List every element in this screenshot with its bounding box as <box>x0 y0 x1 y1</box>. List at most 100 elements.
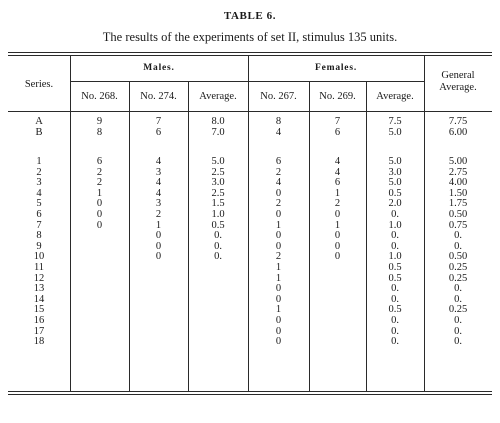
table-cell: 4 <box>275 177 282 189</box>
table-cell: 5.0 <box>388 126 402 138</box>
table-cell: 4 <box>155 187 162 199</box>
f267-column: 6 2 4 0 2 0 1 0 0 2 1 1 0 0 1 0 0 0 <box>248 156 309 348</box>
table-cell: 1.75 <box>448 198 468 210</box>
table-cell: 0 <box>155 230 162 242</box>
table-cell: 2.0 <box>388 198 402 210</box>
table-cell: 0 <box>275 240 282 252</box>
table-cell: 6.00 <box>448 126 468 138</box>
table-cell: 0.75 <box>448 219 468 231</box>
general-average-header-line-2: Average. <box>439 82 477 93</box>
table-cell: 0.5 <box>388 261 402 273</box>
table-cell: 0 <box>155 251 162 263</box>
table-cell: 5.0 <box>211 156 225 167</box>
f269-column: 4 4 6 1 2 0 1 0 0 0 <box>309 156 366 263</box>
table-cell: 1 <box>96 187 103 199</box>
table-cell: 1 <box>275 304 282 316</box>
table-cell: 1.0 <box>388 219 402 231</box>
letter-m274-column: 7 6 <box>129 116 188 138</box>
bottom-rule-2 <box>8 394 492 395</box>
vline-series <box>70 55 71 391</box>
table-cell: 2 <box>275 166 282 178</box>
table-cell: 3 <box>155 166 162 178</box>
table-cell: 0.5 <box>211 219 225 231</box>
table-cell: 1 <box>275 261 282 273</box>
table-cell: 5.0 <box>388 156 402 167</box>
table-cell: 1.5 <box>211 198 225 210</box>
table-cell: 2 <box>275 251 282 263</box>
letter-f267-column: 8 4 <box>248 116 309 138</box>
table-cell: 6 <box>36 208 42 220</box>
table-cell: 15 <box>33 304 45 316</box>
table-cell: 2 <box>155 208 162 220</box>
table-cell: 0. <box>454 336 462 348</box>
table-cell: 8 <box>36 230 42 242</box>
table-cell: 4 <box>155 156 162 167</box>
table-title: TABLE 6. <box>223 10 277 22</box>
table-cell: 1 <box>275 219 282 231</box>
series-header: Series. <box>24 79 54 90</box>
col-header-m274: No. 274. <box>140 91 177 102</box>
top-rule-2 <box>8 55 492 56</box>
f-avg-column: 5.0 3.0 5.0 0.5 2.0 0. 1.0 0. 0. 1.0 0.5… <box>366 156 424 348</box>
table-cell: 0.5 <box>388 304 402 316</box>
table-cell: 0 <box>275 336 282 348</box>
table-cell: 0 <box>334 240 341 252</box>
col-header-f-avg: Average. <box>376 91 414 102</box>
table-cell: 6 <box>334 177 341 189</box>
table-cell: 0 <box>275 325 282 337</box>
vline-f269 <box>366 81 367 391</box>
table-cell: 5.00 <box>448 156 468 167</box>
table-cell: 0.5 <box>388 187 402 199</box>
table-cell: 0. <box>391 240 399 252</box>
table-cell: 2.5 <box>211 187 225 199</box>
table-cell: 0. <box>391 314 399 326</box>
table-cell: 3 <box>36 177 42 189</box>
table-cell: 4 <box>275 126 282 138</box>
letter-general-column: 7.75 6.00 <box>424 116 492 138</box>
table-cell: 0 <box>334 208 341 220</box>
table-cell: 2.5 <box>211 166 225 178</box>
table-cell: 4 <box>334 156 341 167</box>
table-cell: 11 <box>33 261 45 273</box>
table-cell: 0. <box>454 283 462 295</box>
table-cell: 0. <box>454 240 462 252</box>
table-cell: 1 <box>36 156 42 167</box>
table-cell: A <box>35 116 43 127</box>
table-cell: 5 <box>36 198 42 210</box>
table-cell: 0. <box>454 325 462 337</box>
table-cell: 9 <box>96 116 103 127</box>
table-cell: 2.75 <box>448 166 468 178</box>
table-cell: 0. <box>454 230 462 242</box>
table-cell: 0. <box>391 336 399 348</box>
vline-females <box>424 55 425 391</box>
table-cell: 17 <box>33 325 45 337</box>
table-cell: 0. <box>214 240 222 252</box>
table-cell: 1.50 <box>448 187 468 199</box>
table-cell: 0 <box>275 230 282 242</box>
col-header-f267: No. 267. <box>260 91 297 102</box>
letter-series-column: A B <box>8 116 70 138</box>
table-cell: 5.0 <box>388 177 402 189</box>
table-cell: 16 <box>33 314 45 326</box>
table-cell: 6 <box>96 156 103 167</box>
m274-column: 4 3 4 4 3 2 1 0 0 0 <box>129 156 188 263</box>
table-cell: 0 <box>155 240 162 252</box>
table-cell: 10 <box>33 251 45 263</box>
table-cell: 0 <box>275 187 282 199</box>
table-cell: 4 <box>155 177 162 189</box>
table-cell: 0. <box>391 230 399 242</box>
letter-m268-column: 9 8 <box>70 116 129 138</box>
table-cell: 0.25 <box>448 261 468 273</box>
table-cell: 3 <box>155 198 162 210</box>
table-cell: 0. <box>454 314 462 326</box>
series-column: 1 2 3 4 5 6 7 8 9 10 11 12 13 14 15 16 1… <box>8 156 70 348</box>
table-cell: 0.50 <box>448 208 468 220</box>
table-cell: 0 <box>96 198 103 210</box>
bottom-rule-1 <box>8 391 492 392</box>
table-cell: 0. <box>454 293 462 305</box>
table-cell: 0.50 <box>448 251 468 263</box>
header-bottom-rule <box>8 111 492 112</box>
m-avg-column: 5.0 2.5 3.0 2.5 1.5 1.0 0.5 0. 0. 0. <box>188 156 248 263</box>
table-cell: 4 <box>334 166 341 178</box>
table-cell: B <box>35 126 43 138</box>
